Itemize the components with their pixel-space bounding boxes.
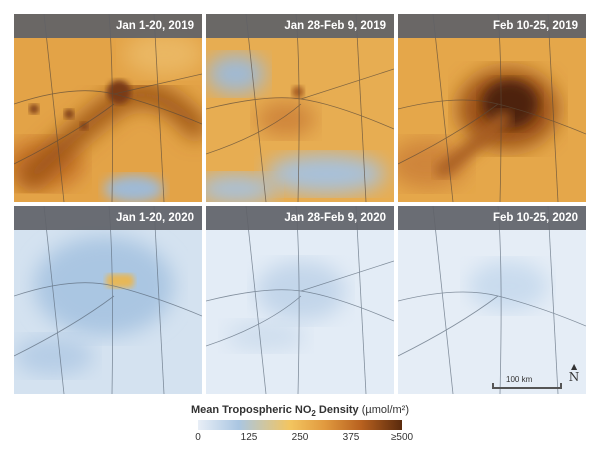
- map-panel-jan1-20-2020: Jan 1-20, 2020: [14, 206, 202, 394]
- map-panel-jan28-feb9-2020: Jan 28-Feb 9, 2020: [206, 206, 394, 394]
- map-panel-feb10-25-2019: Feb 10-25, 2019: [398, 14, 586, 202]
- legend-title: Mean Tropospheric NO2 Density (µmol/m²): [190, 404, 409, 419]
- legend-tick: 250: [291, 432, 309, 443]
- no2-map: [14, 14, 202, 202]
- map-panel-feb10-25-2020: Feb 10-25, 2020: [398, 206, 586, 394]
- legend-tick: 375: [342, 432, 360, 443]
- legend-unit: (µmol/m²): [361, 404, 409, 416]
- no2-map: [398, 206, 586, 394]
- map-panel-jan28-feb9-2019: Jan 28-Feb 9, 2019: [206, 14, 394, 202]
- legend-tick: 125: [240, 432, 258, 443]
- panel-date-label: Feb 10-25, 2020: [398, 206, 586, 230]
- panel-date-label: Jan 1-20, 2020: [14, 206, 202, 230]
- no2-map: [206, 206, 394, 394]
- no2-map: [398, 14, 586, 202]
- no2-map: [14, 206, 202, 394]
- map-panel-jan1-20-2019: Jan 1-20, 2019: [14, 14, 202, 202]
- legend-tick: ≥500: [390, 432, 414, 443]
- panel-date-label: Feb 10-25, 2019: [398, 14, 586, 38]
- panel-date-label: Jan 28-Feb 9, 2020: [206, 206, 394, 230]
- color-scale-bar: [198, 420, 402, 430]
- scale-bar: 100 km: [492, 375, 562, 391]
- north-arrow-icon: ▲ N: [568, 362, 580, 384]
- scale-label: 100 km: [506, 375, 533, 384]
- north-label: N: [568, 370, 580, 384]
- no2-map: [206, 14, 394, 202]
- panel-date-label: Jan 1-20, 2019: [14, 14, 202, 38]
- legend-tick: 0: [195, 432, 201, 443]
- panel-date-label: Jan 28-Feb 9, 2019: [206, 14, 394, 38]
